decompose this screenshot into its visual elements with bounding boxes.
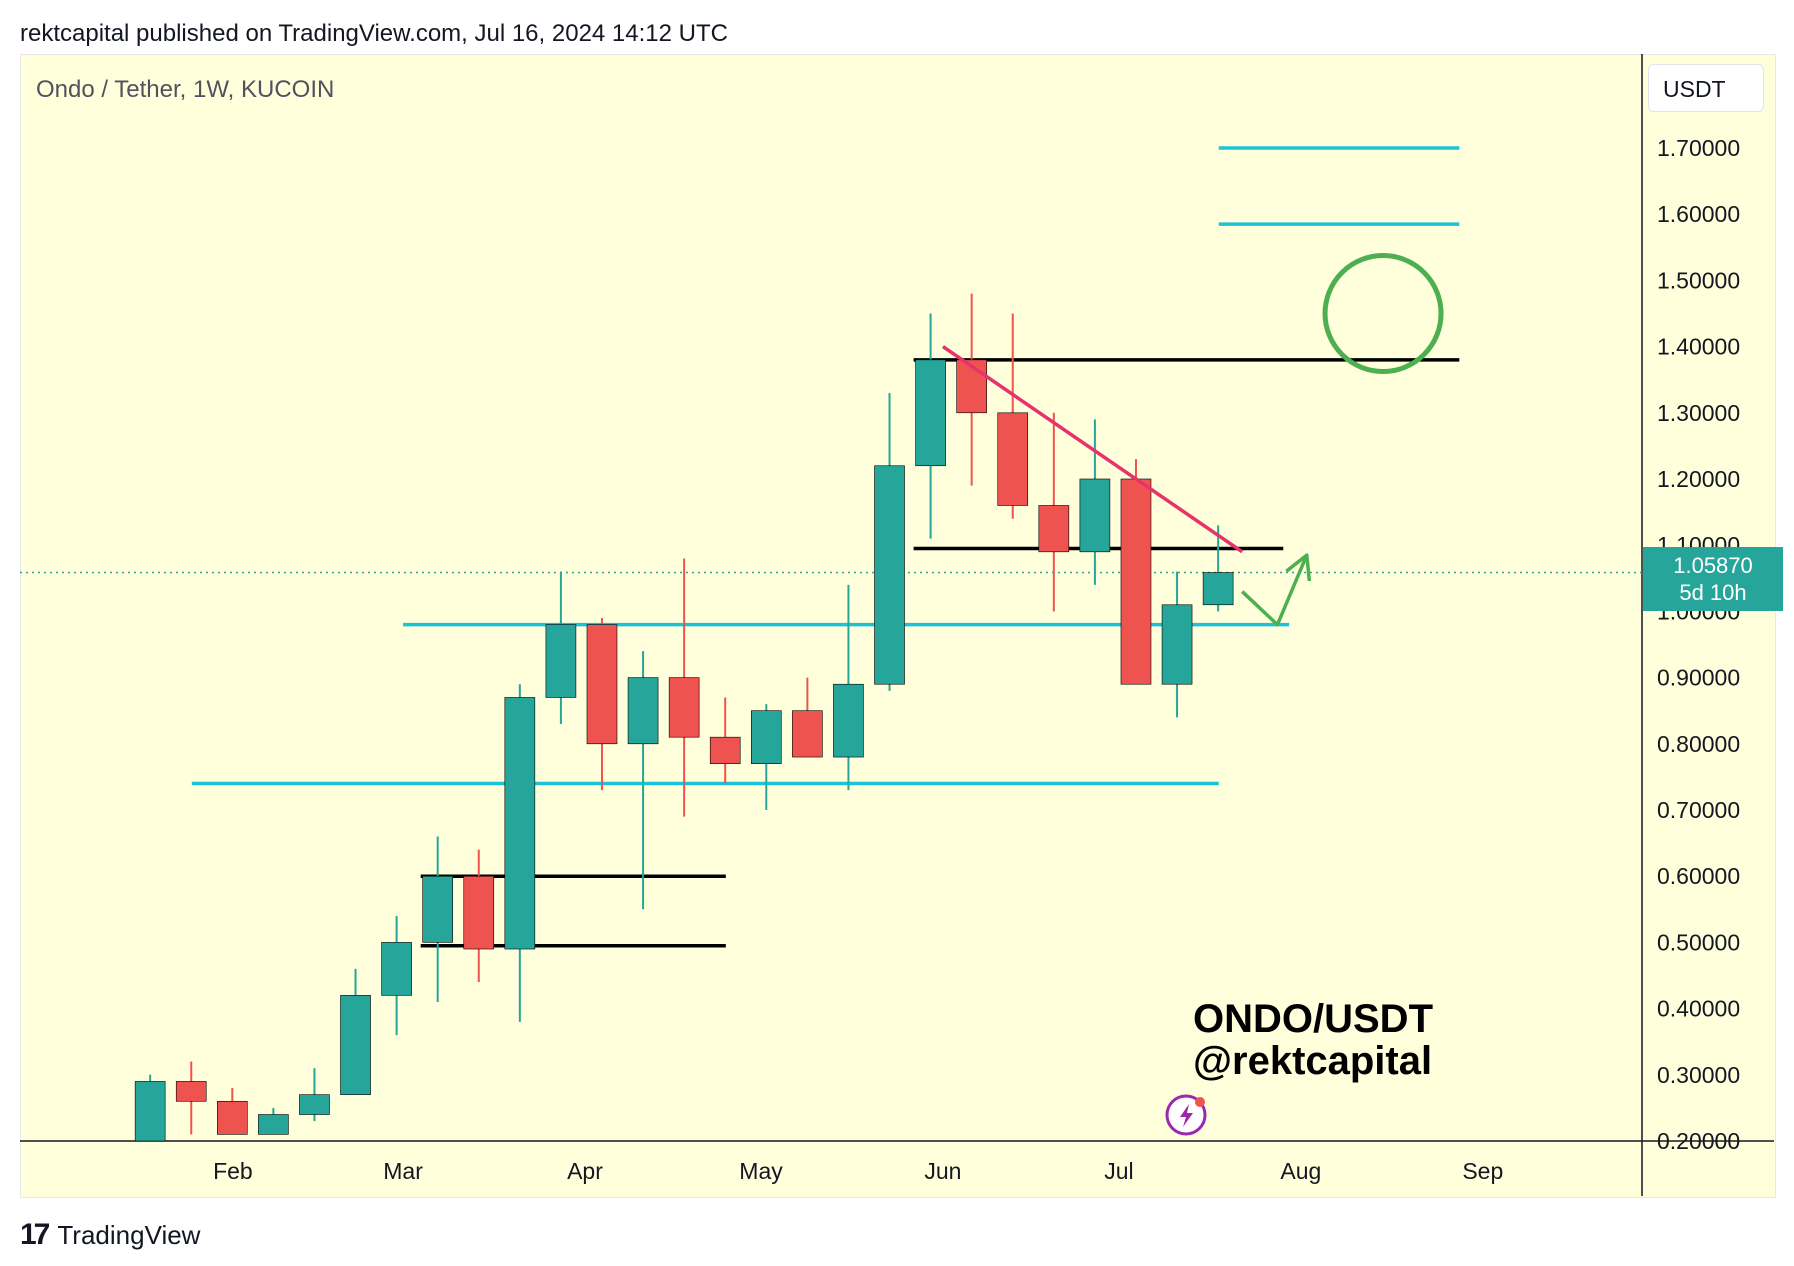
currency-unit-button[interactable]: USDT bbox=[1648, 64, 1764, 112]
current-price-tag: 1.05870 5d 10h bbox=[1643, 547, 1783, 611]
candle-body bbox=[134, 1081, 166, 1142]
candle-body bbox=[1120, 478, 1152, 685]
candle-body bbox=[668, 677, 700, 738]
x-tick-label: Sep bbox=[1462, 1158, 1503, 1184]
y-tick-label: 0.90000 bbox=[1657, 665, 1740, 691]
lightning-icon bbox=[1180, 1104, 1193, 1127]
publish-header: rektcapital published on TradingView.com… bbox=[20, 20, 728, 47]
y-tick-label: 0.20000 bbox=[1657, 1128, 1740, 1154]
x-tick-label: Mar bbox=[383, 1158, 423, 1184]
candle-body bbox=[1038, 505, 1070, 553]
candle-body bbox=[586, 624, 618, 745]
y-tick-label: 0.50000 bbox=[1657, 929, 1740, 955]
levels-layer bbox=[20, 146, 1642, 948]
candle-body bbox=[750, 710, 782, 764]
x-tick-label: May bbox=[739, 1158, 783, 1184]
x-tick-label: Feb bbox=[213, 1158, 253, 1184]
x-tick-label: Aug bbox=[1280, 1158, 1321, 1184]
tradingview-logo-icon: 17 bbox=[20, 1218, 50, 1251]
candle-body bbox=[956, 359, 987, 414]
candle-body bbox=[299, 1094, 330, 1115]
target-circle bbox=[1322, 253, 1444, 374]
symbol-title[interactable]: Ondo / Tether, 1W, KUCOIN bbox=[36, 76, 335, 103]
y-tick-label: 1.70000 bbox=[1657, 135, 1740, 161]
y-tick-label: 1.50000 bbox=[1657, 267, 1740, 293]
x-tick-label: Apr bbox=[567, 1158, 603, 1184]
candle-body bbox=[627, 677, 659, 745]
y-tick-label: 1.40000 bbox=[1657, 334, 1740, 360]
chart-watermark: ONDO/USDT @rektcapital bbox=[1193, 998, 1433, 1082]
candle-body bbox=[340, 995, 371, 1095]
candle-body bbox=[175, 1081, 207, 1102]
candle-body bbox=[1202, 572, 1234, 606]
candle-body bbox=[545, 624, 577, 698]
y-tick-label: 0.60000 bbox=[1657, 863, 1740, 889]
y-tick-label: 1.20000 bbox=[1657, 466, 1740, 492]
footer: 17 TradingView bbox=[20, 1218, 200, 1252]
y-tick-label: 1.60000 bbox=[1657, 201, 1740, 227]
candle-body bbox=[463, 875, 495, 950]
projection-arrow bbox=[1241, 554, 1309, 627]
y-tick-label: 1.30000 bbox=[1657, 400, 1740, 426]
notification-dot-icon bbox=[1195, 1097, 1205, 1107]
candle-body bbox=[1161, 604, 1193, 685]
y-tick-label: 0.80000 bbox=[1657, 731, 1740, 757]
candles-layer bbox=[134, 293, 1234, 1142]
y-tick-label: 0.40000 bbox=[1657, 996, 1740, 1022]
candle-body bbox=[422, 875, 453, 943]
current-price-value: 1.05870 bbox=[1673, 553, 1753, 578]
candle-body bbox=[381, 942, 412, 996]
candle-body bbox=[915, 359, 946, 467]
candle-countdown: 5d 10h bbox=[1679, 580, 1747, 605]
candle-body bbox=[709, 736, 741, 764]
watermark-pair: ONDO/USDT bbox=[1193, 997, 1433, 1041]
candle-body bbox=[504, 697, 536, 950]
candle-body bbox=[792, 710, 823, 758]
arrow-head bbox=[1285, 553, 1312, 582]
candle-body bbox=[217, 1100, 248, 1135]
candle-body bbox=[833, 683, 864, 758]
candle-body bbox=[874, 465, 905, 685]
candle-body bbox=[258, 1114, 289, 1135]
x-tick-label: Jul bbox=[1104, 1158, 1133, 1184]
y-tick-label: 0.30000 bbox=[1657, 1062, 1740, 1088]
candle-body bbox=[1079, 478, 1111, 553]
y-tick-label: 0.70000 bbox=[1657, 797, 1740, 823]
candle-body bbox=[997, 412, 1029, 506]
footer-brand[interactable]: TradingView bbox=[57, 1219, 201, 1250]
axes-layer bbox=[20, 54, 1774, 1196]
annotations-layer bbox=[941, 253, 1444, 1136]
x-tick-label: Jun bbox=[924, 1158, 961, 1184]
watermark-author: @rektcapital bbox=[1193, 1039, 1433, 1083]
resistance-trendline bbox=[941, 345, 1244, 554]
ticks-layer: 0.20000 0.30000 0.40000 0.50000 0.60000 0.700… bbox=[213, 135, 1740, 1184]
